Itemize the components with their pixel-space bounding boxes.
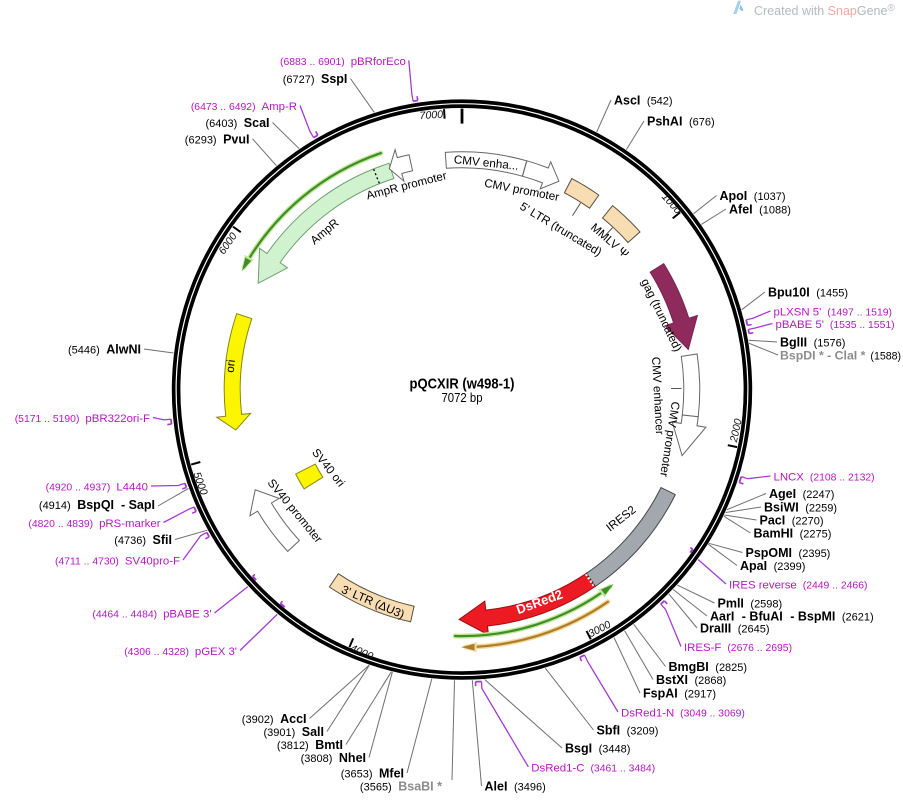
svg-text:7072 bp: 7072 bp (442, 391, 483, 405)
svg-text:Created with SnapGene®: Created with SnapGene® (754, 3, 895, 18)
svg-text:(3565)BsaBI *: (3565)BsaBI * (360, 780, 442, 794)
svg-text:AleI(3496): AleI(3496) (485, 780, 546, 794)
svg-text:PacI(2270): PacI(2270) (760, 514, 824, 528)
svg-text:BamHI(2275): BamHI(2275) (754, 527, 832, 541)
svg-text:BmgBI(2825): BmgBI(2825) (669, 660, 748, 674)
svg-text:PspOMI(2395): PspOMI(2395) (746, 546, 831, 560)
svg-text:BsgI(3448): BsgI(3448) (565, 742, 630, 756)
svg-text:ApaI(2399): ApaI(2399) (740, 559, 805, 573)
svg-text:pBABE 5'(1535 .. 1551): pBABE 5'(1535 .. 1551) (776, 319, 895, 331)
svg-text:ori: ori (224, 359, 238, 373)
svg-text:(4920 .. 4937)L4440: (4920 .. 4937)L4440 (46, 482, 148, 494)
svg-text:LNCX(2108 .. 2132): LNCX(2108 .. 2132) (774, 472, 875, 484)
svg-text:AgeI(2247): AgeI(2247) (769, 487, 834, 501)
svg-text:pQCXIR (w498-1): pQCXIR (w498-1) (410, 376, 515, 393)
svg-text:SbfI(3209): SbfI(3209) (597, 724, 659, 738)
svg-text:BspDI * - ClaI *(1588): BspDI * - ClaI *(1588) (780, 349, 901, 363)
svg-text:(4306 .. 4328)pGEX 3': (4306 .. 4328)pGEX 3' (124, 646, 237, 658)
svg-text:BglII(1576): BglII(1576) (780, 336, 845, 350)
svg-text:AfeI(1088): AfeI(1088) (729, 203, 791, 217)
svg-text:(6883 .. 6901)pBRforEco: (6883 .. 6901)pBRforEco (280, 56, 406, 68)
svg-text:DsRed1-N(3049 .. 3069): DsRed1-N(3049 .. 3069) (621, 708, 745, 720)
svg-text:7000: 7000 (419, 109, 443, 123)
svg-text:(6473 .. 6492)Amp-R: (6473 .. 6492)Amp-R (191, 101, 297, 113)
svg-text:IRES-F(2676 .. 2695): IRES-F(2676 .. 2695) (684, 642, 792, 654)
svg-text:(3901)SalI: (3901)SalI (263, 725, 324, 739)
svg-text:(4736)SfiI: (4736)SfiI (114, 533, 172, 547)
svg-text:(4914)BspQI - SapI: (4914)BspQI - SapI (39, 498, 155, 512)
svg-text:(3653)MfeI: (3653)MfeI (341, 767, 404, 781)
svg-text:PmlI(2598): PmlI(2598) (718, 597, 783, 611)
svg-text:(4464 .. 4484)pBABE 3': (4464 .. 4484)pBABE 3' (92, 609, 211, 621)
svg-text:pLXSN 5'(1497 .. 1519): pLXSN 5'(1497 .. 1519) (774, 307, 892, 319)
svg-text:Bpu10I(1455): Bpu10I(1455) (768, 286, 848, 300)
svg-text:PshAI(676): PshAI(676) (647, 115, 715, 129)
svg-text:(4711 .. 4730)SV40pro-F: (4711 .. 4730)SV40pro-F (55, 556, 180, 568)
svg-text:DsRed1-C(3461 .. 3484): DsRed1-C(3461 .. 3484) (531, 762, 655, 774)
